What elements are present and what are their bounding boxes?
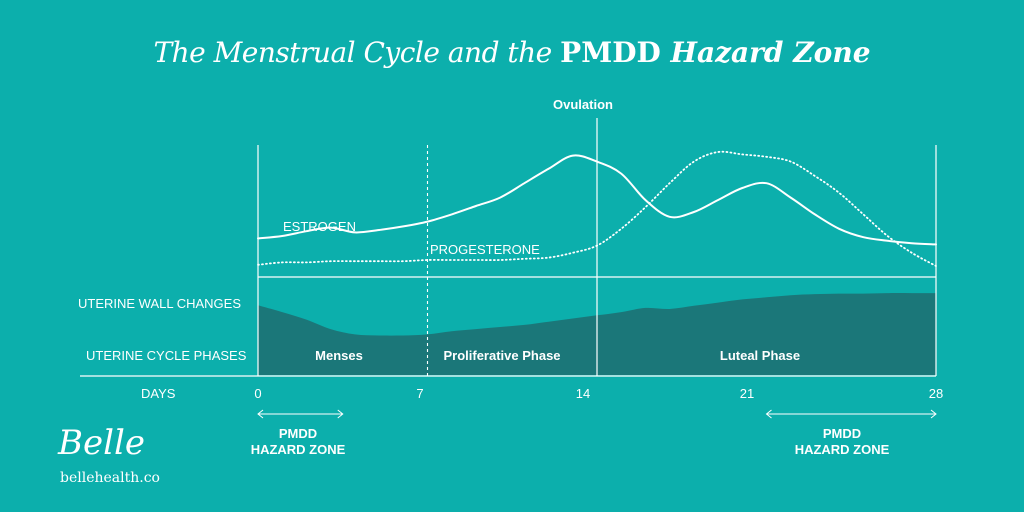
day-tick-7: 7: [416, 386, 424, 401]
estrogen-label: ESTROGEN: [283, 219, 356, 234]
title-part-2: PMDD: [560, 36, 671, 69]
hazard-arrow-head-left: [765, 409, 772, 419]
ovulation-label: Ovulation: [553, 97, 613, 112]
brand-site[interactable]: bellehealth.co: [60, 470, 160, 486]
progesterone-curve: [257, 150, 937, 267]
hazard-zone-1-line-1: PMDD: [278, 426, 318, 441]
estrogen-curve: [257, 154, 937, 246]
phase-menses: Menses: [315, 348, 363, 363]
phase-proliferative: Proliferative Phase: [443, 348, 561, 363]
phase-luteal: Luteal Phase: [719, 348, 801, 363]
belle-logo: Belle: [58, 423, 145, 463]
hazard-zone-2-line-1: PMDD: [822, 426, 862, 441]
hazard-arrow-head-right: [930, 409, 937, 419]
day-tick-14: 14: [575, 386, 591, 401]
progesterone-label: PROGESTERONE: [430, 242, 540, 257]
days-label: DAYS: [141, 386, 176, 401]
hazard-zone-arrow-2: [765, 409, 937, 419]
hazard-arrow-head-left: [257, 409, 264, 419]
uterine-wall-label: UTERINE WALL CHANGES: [78, 296, 242, 311]
page-title: The Menstrual Cycle and the PMDD Hazard …: [0, 36, 1024, 69]
hazard-arrow-head-right: [337, 409, 344, 419]
day-tick-0: 0: [254, 386, 262, 401]
hazard-zone-1-line-2: HAZARD ZONE: [250, 442, 346, 457]
title-part-3: Hazard Zone: [670, 36, 871, 69]
day-tick-28: 28: [928, 386, 944, 401]
title-part-1: The Menstrual Cycle and the: [153, 36, 561, 69]
hazard-zone-label-2: PMDD HAZARD ZONE: [782, 426, 902, 458]
hazard-zone-arrow-1: [257, 409, 344, 419]
hazard-zone-label-1: PMDD HAZARD ZONE: [238, 426, 358, 458]
hazard-zone-2-line-2: HAZARD ZONE: [794, 442, 890, 457]
uterine-phases-label: UTERINE CYCLE PHASES: [86, 348, 247, 363]
day-tick-21: 21: [739, 386, 755, 401]
